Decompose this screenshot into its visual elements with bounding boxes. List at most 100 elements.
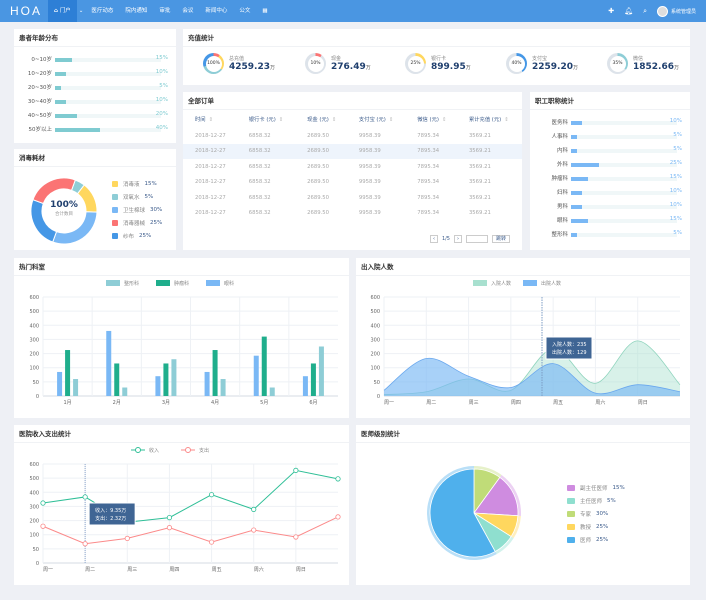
bar[interactable] (302, 376, 308, 396)
sort-icon[interactable]: ⇕ (278, 117, 284, 123)
table-row[interactable]: 2018-12-27 6858.32 2689.50 9958.39 7895.34 35… (183, 159, 522, 175)
legend-label[interactable]: 入院人数 (491, 280, 511, 287)
column-header[interactable]: 累计充值 (元) ⇕ (457, 110, 522, 128)
data-point[interactable] (335, 476, 341, 482)
legend-label[interactable]: 支出 (199, 447, 209, 454)
legend-label[interactable]: 收入 (149, 447, 159, 454)
data-point[interactable] (82, 494, 88, 500)
bar[interactable] (212, 350, 218, 396)
column-header[interactable]: 微信 (元) ⇕ (405, 110, 457, 128)
nav-notice[interactable]: 院内通知 (125, 8, 148, 14)
data-point[interactable] (40, 500, 46, 506)
legend-label[interactable]: 整形科 (124, 280, 139, 287)
bar[interactable] (73, 379, 79, 396)
recharge-stat: 10% 现金 276.49万 (305, 53, 371, 74)
legend-label[interactable]: 眼科 (224, 280, 234, 287)
data-point[interactable] (124, 535, 130, 541)
data-point[interactable] (166, 515, 173, 521)
data-point[interactable] (166, 525, 173, 531)
recharge-stat: 40% 支付宝 2259.20万 (506, 53, 578, 74)
bell-icon[interactable]: 🔔︎ (624, 7, 634, 15)
bar[interactable] (318, 346, 324, 397)
column-header[interactable]: 现金 (元) ⇕ (295, 110, 347, 128)
table-row[interactable]: 2018-12-27 6858.32 2689.50 9958.39 7895.34 35… (183, 206, 522, 222)
pie-slice[interactable] (429, 468, 496, 558)
bar[interactable] (269, 387, 275, 396)
table-cell: 2018-12-27 (183, 143, 237, 159)
x-tick-label: 周二 (85, 567, 95, 573)
bar[interactable] (106, 330, 112, 396)
sort-icon[interactable]: ⇕ (208, 117, 214, 123)
column-header[interactable]: 时间 ⇕ (183, 110, 237, 128)
table-cell: 3569.21 (468, 163, 491, 170)
bar[interactable] (261, 336, 267, 396)
bar-label: 0~10岁 (31, 57, 52, 63)
user-menu[interactable]: 系统管理员 (656, 5, 696, 17)
bar[interactable] (220, 379, 226, 396)
y-tick-label: 50 (33, 380, 39, 386)
nav-meeting[interactable]: 会议 (182, 8, 194, 14)
table-row[interactable]: 2018-12-27 6858.32 2689.50 9958.39 7895.34 35… (183, 190, 522, 206)
legend-label[interactable]: 出院人数 (541, 280, 561, 287)
nav-documents[interactable]: 公文 (239, 8, 251, 14)
donut-center-label: 合计数目 (55, 212, 73, 217)
donut-slice[interactable] (32, 177, 76, 205)
pie-slice[interactable] (473, 476, 519, 517)
bar-fill (55, 86, 61, 90)
prev-page-button[interactable]: ‹ (429, 235, 438, 243)
table-row[interactable]: 2018-12-27 6858.32 2689.50 9958.39 7895.34 35… (183, 175, 522, 191)
y-tick-label: 0 (377, 394, 380, 400)
data-point[interactable] (293, 534, 299, 540)
data-point[interactable] (251, 506, 257, 512)
sort-icon[interactable]: ⇕ (504, 117, 509, 123)
data-point[interactable] (40, 523, 46, 529)
bar[interactable] (57, 371, 63, 396)
nav-portal[interactable]: ⌂ 门户 (48, 0, 77, 22)
column-header[interactable]: 银行卡 (元) ⇕ (237, 110, 295, 128)
area-line[interactable] (383, 358, 681, 395)
nav-approval[interactable]: 审批 (159, 8, 171, 14)
bar[interactable] (253, 355, 259, 396)
bar[interactable] (204, 371, 210, 396)
jump-button[interactable]: 跳转 (491, 235, 510, 243)
bar-label: 外科 (556, 162, 568, 168)
plus-icon[interactable]: ✚ (608, 7, 615, 15)
next-page-button[interactable]: › (453, 235, 462, 243)
series-line[interactable] (42, 516, 339, 545)
table-row[interactable]: 2018-12-27 6858.32 2689.50 9958.39 7895.34 35… (183, 128, 522, 144)
data-point[interactable] (208, 492, 215, 498)
bar[interactable] (114, 363, 120, 396)
bar[interactable] (171, 359, 177, 396)
y-tick-label: 50 (33, 547, 39, 553)
search-icon[interactable]: ⌕ (643, 6, 647, 15)
legend-label[interactable]: 肿瘤科 (174, 280, 189, 287)
data-point[interactable] (82, 541, 88, 547)
sort-icon[interactable]: ⇕ (388, 117, 394, 123)
grid-icon[interactable]: ▦ (262, 8, 268, 14)
data-point[interactable] (335, 514, 341, 520)
stat-value: 4259.23 (229, 62, 270, 72)
bar[interactable] (155, 376, 161, 396)
y-tick-label: 600 (370, 295, 380, 301)
ring-percent: 25% (407, 55, 424, 72)
bar[interactable] (163, 363, 169, 396)
chevron-down-icon[interactable]: ⌄ (78, 8, 84, 14)
bar[interactable] (122, 387, 128, 396)
table-row[interactable]: 2018-12-27 6858.32 2689.50 9958.39 7895.34 35… (183, 143, 522, 159)
nav-news-center[interactable]: 新闻中心 (205, 8, 228, 14)
sort-icon[interactable]: ⇕ (441, 117, 447, 123)
legend-marker (185, 447, 191, 453)
data-point[interactable] (251, 527, 257, 533)
data-point[interactable] (208, 539, 215, 545)
nav-medical-news[interactable]: 医疗动态 (91, 8, 114, 14)
table-cell: 9958.39 (358, 179, 381, 186)
table-cell: 9958.39 (358, 194, 381, 201)
bar-percent: 5% (673, 132, 682, 138)
data-point[interactable] (293, 467, 299, 473)
bar[interactable] (310, 363, 316, 396)
bar[interactable] (65, 350, 71, 396)
sort-icon[interactable]: ⇕ (331, 117, 337, 123)
series-line[interactable] (42, 469, 339, 523)
column-header[interactable]: 支付宝 (元) ⇕ (347, 110, 405, 128)
page-jump-input[interactable] (465, 235, 488, 243)
